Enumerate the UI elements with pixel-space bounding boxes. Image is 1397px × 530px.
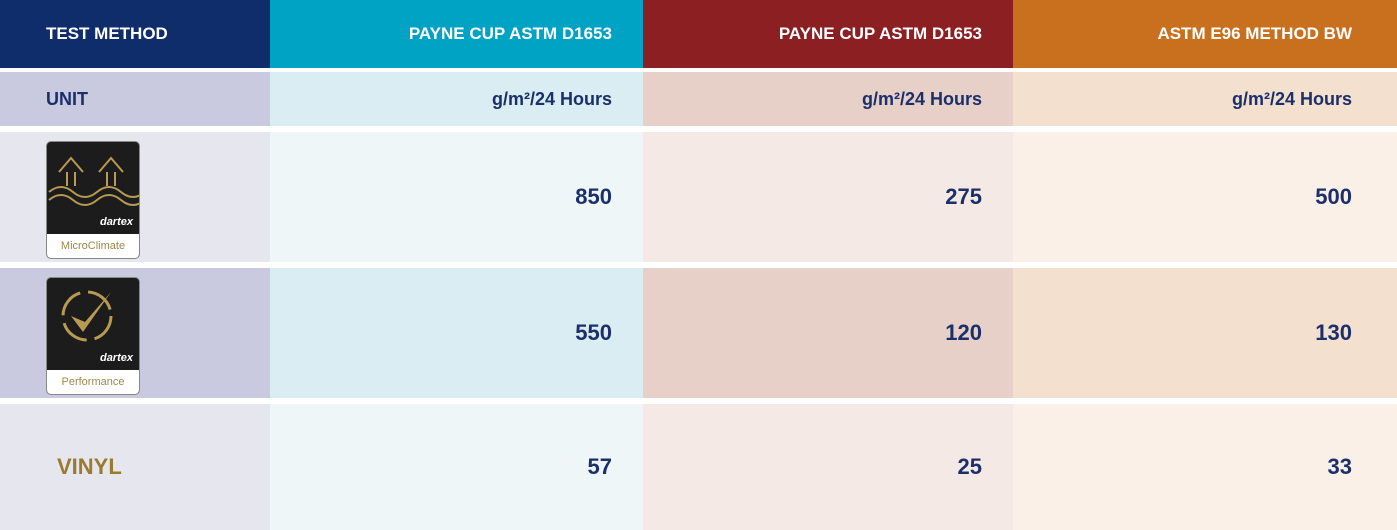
value-cell: 57 [270,404,643,530]
logo-name: Performance [47,370,139,394]
unit-cell: g/m²/24 Hours [643,72,1013,126]
row-label: VINYL [0,404,270,530]
header-cell: ASTM E96 METHOD BW [1013,0,1397,68]
performance-logo: dartex Performance [46,277,140,395]
logo-cell: dartex MicroClimate [0,132,270,262]
value-cell: 275 [643,132,1013,262]
row-label: UNIT [0,72,270,126]
value-cell: 25 [643,404,1013,530]
logo-brand: dartex [99,216,133,228]
logo-brand: dartex [99,352,133,364]
logo-name: MicroClimate [47,234,139,258]
logo-cell: dartex Performance [0,268,270,398]
header-cell: PAYNE CUP ASTM D1653 [643,0,1013,68]
header-cell: TEST METHOD [0,0,270,68]
microclimate-logo: dartex MicroClimate [46,141,140,259]
logo-icon [48,156,139,206]
value-cell: 500 [1013,132,1397,262]
logo-icon [61,290,113,342]
value-cell: 550 [270,268,643,398]
unit-cell: g/m²/24 Hours [1013,72,1397,126]
value-cell: 130 [1013,268,1397,398]
unit-cell: g/m²/24 Hours [270,72,643,126]
header-cell: PAYNE CUP ASTM D1653 [270,0,643,68]
value-cell: 850 [270,132,643,262]
value-cell: 120 [643,268,1013,398]
value-cell: 33 [1013,404,1397,530]
